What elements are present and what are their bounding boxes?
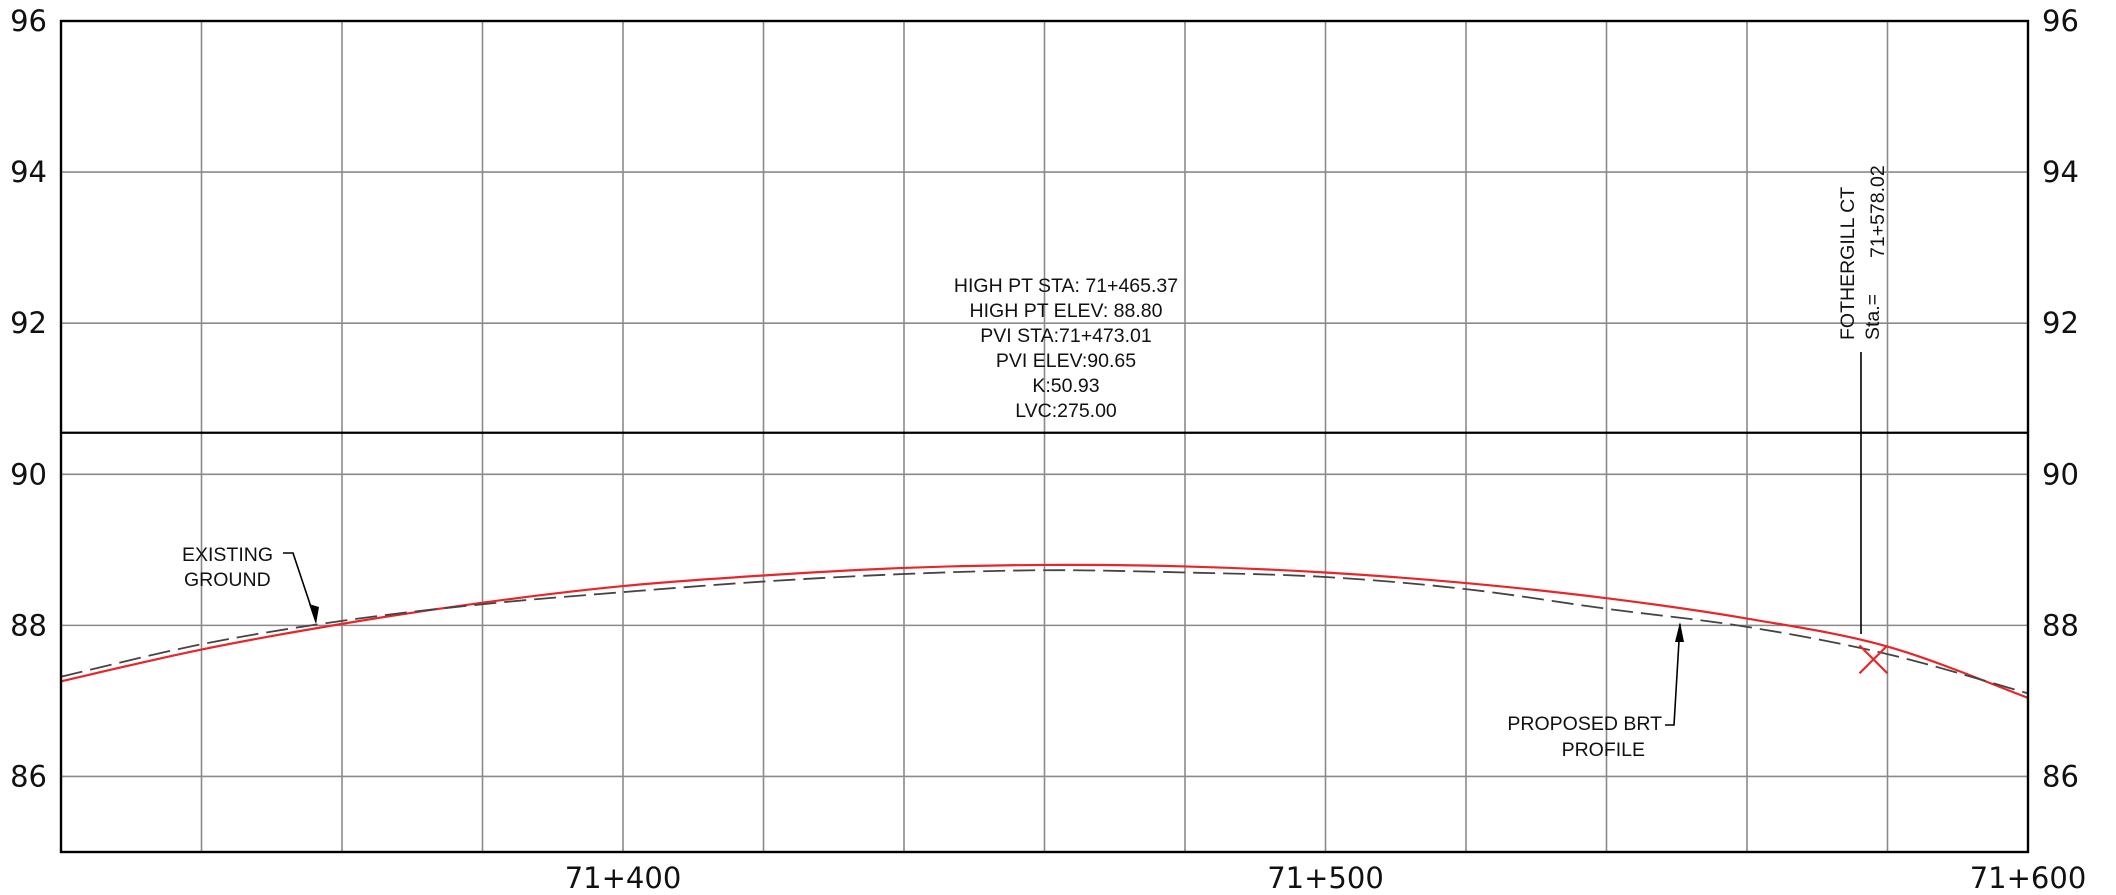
x-tick-label: 71+400 — [565, 861, 682, 895]
existing-profile-line — [60, 569, 2029, 695]
leader-arrowhead — [309, 604, 319, 624]
y-tick-label-right: 96 — [2042, 4, 2079, 38]
leader-arrowhead — [1675, 622, 1684, 642]
cross-station-label: Sta.= — [1862, 294, 1884, 340]
curve-data-line: LVC:275.00 — [1015, 400, 1117, 422]
y-tick-label-right: 86 — [2042, 759, 2079, 793]
cross-street-name: FOTHERGILL CT — [1837, 187, 1859, 340]
proposed-profile-label: PROPOSED BRT — [1507, 713, 1662, 735]
station-marker — [1858, 644, 1889, 675]
tick-labels: 86 86 88 88 90 90 92 92 94 94 96 96 71+400 71+500 71+6… — [10, 4, 2086, 895]
proposed-profile-label: PROFILE — [1562, 739, 1645, 761]
proposed-profile-callout: PROPOSED BRT PROFILE — [1507, 622, 1684, 761]
existing-ground-label: EXISTING — [182, 544, 273, 566]
curve-data-line: HIGH PT STA: 71+465.37 — [954, 275, 1178, 297]
existing-ground-label: GROUND — [184, 569, 271, 591]
grid — [61, 21, 2028, 852]
curve-data-line: PVI ELEV:90.65 — [996, 350, 1136, 372]
plot-frame — [59, 19, 2030, 854]
y-tick-label-left: 86 — [10, 759, 47, 793]
y-tick-label-right: 88 — [2042, 608, 2079, 642]
y-tick-label-left: 94 — [10, 155, 47, 189]
y-tick-label-right: 94 — [2042, 155, 2079, 189]
curve-data-line: PVI STA:71+473.01 — [980, 325, 1151, 347]
existing-ground-callout: EXISTING GROUND — [182, 544, 319, 624]
cross-street-callout: FOTHERGILL CT Sta.= 71+578.02 — [1837, 165, 1889, 634]
y-tick-label-left: 92 — [10, 306, 47, 340]
y-tick-label-right: 90 — [2042, 457, 2079, 491]
leader-line — [1665, 623, 1681, 726]
x-tick-label: 71+600 — [1970, 861, 2087, 895]
y-tick-label-left: 96 — [10, 4, 47, 38]
leader-line — [283, 552, 317, 623]
curve-data-block: HIGH PT STA: 71+465.37 HIGH PT ELEV: 88.… — [954, 275, 1178, 422]
y-tick-label-left: 88 — [10, 608, 47, 642]
series — [60, 431, 2029, 699]
y-tick-label-left: 90 — [10, 457, 47, 491]
curve-data-line: K:50.93 — [1032, 375, 1099, 397]
station-cross-mark — [1858, 644, 1889, 675]
curve-data-line: HIGH PT ELEV: 88.80 — [970, 300, 1163, 322]
y-tick-label-right: 92 — [2042, 306, 2079, 340]
cross-station-value: 71+578.02 — [1867, 165, 1889, 258]
x-tick-label: 71+500 — [1267, 861, 1384, 895]
proposed-profile-line — [60, 563, 2029, 699]
